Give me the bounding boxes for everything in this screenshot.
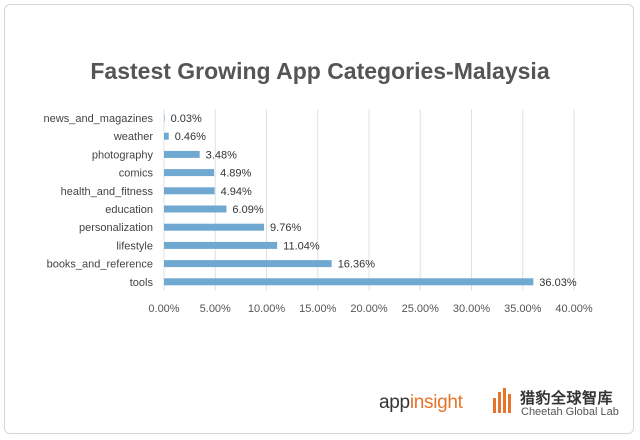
appinsight-logo: appinsight <box>379 392 463 414</box>
bar <box>164 114 165 122</box>
category-label: education <box>105 204 153 216</box>
cheetah-logo-english: Cheetah Global Lab <box>521 406 619 418</box>
x-tick-label: 5.00% <box>200 303 231 315</box>
bar <box>164 132 169 140</box>
value-label: 6.09% <box>232 204 263 216</box>
x-tick-label: 20.00% <box>350 303 388 315</box>
bar <box>164 223 265 231</box>
x-tick-label: 15.00% <box>299 303 337 315</box>
value-label: 4.94% <box>221 186 252 198</box>
category-label: books_and_reference <box>47 259 153 271</box>
bar <box>164 169 215 177</box>
category-label: news_and_magazines <box>44 113 154 125</box>
category-label: tools <box>130 277 154 289</box>
value-label: 36.03% <box>539 277 577 289</box>
value-label: 9.76% <box>270 222 301 234</box>
x-tick-label: 0.00% <box>148 303 179 315</box>
appinsight-logo-insight: insight <box>409 392 463 413</box>
bar <box>164 241 278 249</box>
x-tick-labels: 0.00% 5.00% 10.00% 15.00% 20.00% 25.00% 30.00%… <box>148 303 592 315</box>
bar <box>164 260 332 268</box>
x-tick-label: 30.00% <box>453 303 491 315</box>
category-label: health_and_fitness <box>61 186 154 198</box>
value-label: 16.36% <box>338 259 376 271</box>
value-labels: 0.03% 0.46%3.48% 4.89% 4.94% 6.09% 9.76% 11.04… <box>171 113 577 289</box>
bar <box>164 187 215 195</box>
bar <box>164 150 200 158</box>
x-tick-label: 40.00% <box>555 303 593 315</box>
chart-title: Fastest Growing App Categories-Malaysia <box>90 58 550 84</box>
value-label: 0.03% <box>171 113 202 125</box>
category-label: weather <box>113 131 153 143</box>
category-label: photography <box>92 149 154 161</box>
appinsight-logo-app: app <box>379 392 410 413</box>
x-tick-label: 10.00% <box>248 303 286 315</box>
cheetah-bars-icon <box>493 388 511 413</box>
value-label: 4.89% <box>220 168 251 180</box>
chart-frame <box>4 4 634 434</box>
value-label: 11.04% <box>283 240 320 252</box>
category-label: lifestyle <box>116 240 153 252</box>
value-label: 3.48% <box>206 149 237 161</box>
bars <box>164 114 534 286</box>
category-label: comics <box>119 168 154 180</box>
bar <box>164 278 534 286</box>
bar <box>164 205 227 213</box>
cheetah-logo-chinese: 猎豹全球智库 <box>520 390 614 407</box>
x-tick-label: 35.00% <box>504 303 542 315</box>
x-tick-label: 25.00% <box>402 303 440 315</box>
category-label: personalization <box>79 222 153 234</box>
value-label: 0.46% <box>175 131 206 143</box>
